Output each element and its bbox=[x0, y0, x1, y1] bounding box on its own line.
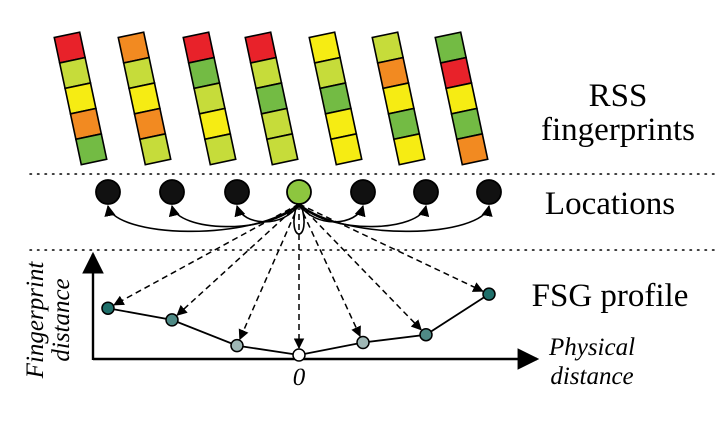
fsg-profile-curve bbox=[101, 287, 496, 362]
location-node bbox=[95, 179, 121, 205]
location-link-curves bbox=[104, 203, 493, 235]
locations-label: Locations bbox=[545, 186, 675, 222]
fsg-profile-label: FSG profile bbox=[532, 278, 689, 314]
fingerprint-cell bbox=[74, 132, 108, 166]
fingerprint-cell bbox=[455, 132, 489, 166]
fingerprint-strip bbox=[308, 31, 363, 166]
profile-point bbox=[101, 301, 115, 315]
mapping-arrow bbox=[298, 203, 484, 292]
fingerprint-cell bbox=[265, 132, 299, 166]
fingerprint-strip bbox=[371, 31, 426, 166]
location-node bbox=[476, 179, 502, 205]
y-axis-label-line1: Fingerprint bbox=[22, 261, 49, 380]
fingerprint-cell bbox=[203, 132, 237, 166]
link-curve bbox=[298, 203, 493, 233]
location-nodes bbox=[95, 179, 502, 205]
mapping-arrow bbox=[298, 203, 361, 338]
current-location-node bbox=[286, 179, 312, 205]
profile-point bbox=[419, 327, 433, 342]
origin-label: 0 bbox=[293, 364, 306, 391]
link-curve bbox=[234, 203, 300, 223]
fingerprint-cell bbox=[138, 132, 172, 166]
x-axis-label-line2: distance bbox=[550, 363, 633, 390]
location-node bbox=[224, 179, 250, 205]
location-node bbox=[350, 179, 376, 205]
location-node bbox=[413, 179, 439, 205]
fingerprint-strip bbox=[182, 31, 237, 166]
fingerprint-cell bbox=[392, 132, 426, 166]
fingerprint-strip bbox=[53, 31, 108, 166]
mapping-arrow bbox=[238, 203, 300, 341]
profile-mapping-arrows bbox=[113, 203, 484, 350]
fingerprint-cell bbox=[329, 132, 363, 166]
rss-label-line2: fingerprints bbox=[541, 112, 695, 148]
profile-point bbox=[356, 335, 370, 350]
fingerprint-strip bbox=[244, 31, 299, 166]
profile-point bbox=[165, 313, 179, 327]
rss-fingerprint-strips bbox=[53, 31, 489, 166]
y-axis-label-line2: distance bbox=[48, 278, 75, 361]
link-curve bbox=[168, 203, 300, 228]
mapping-arrow bbox=[113, 203, 300, 306]
location-node bbox=[159, 179, 185, 205]
x-axis-label-line1: Physical bbox=[548, 334, 635, 361]
y-axis-label: Fingerprint distance bbox=[22, 261, 75, 380]
profile-point bbox=[292, 348, 306, 362]
link-curve bbox=[104, 203, 300, 233]
fingerprint-strip bbox=[117, 31, 172, 166]
mapping-arrow bbox=[176, 203, 300, 316]
fingerprint-strip bbox=[434, 31, 489, 166]
profile-point bbox=[482, 287, 496, 301]
profile-point bbox=[230, 338, 244, 353]
rss-label-line1: RSS bbox=[589, 78, 648, 114]
